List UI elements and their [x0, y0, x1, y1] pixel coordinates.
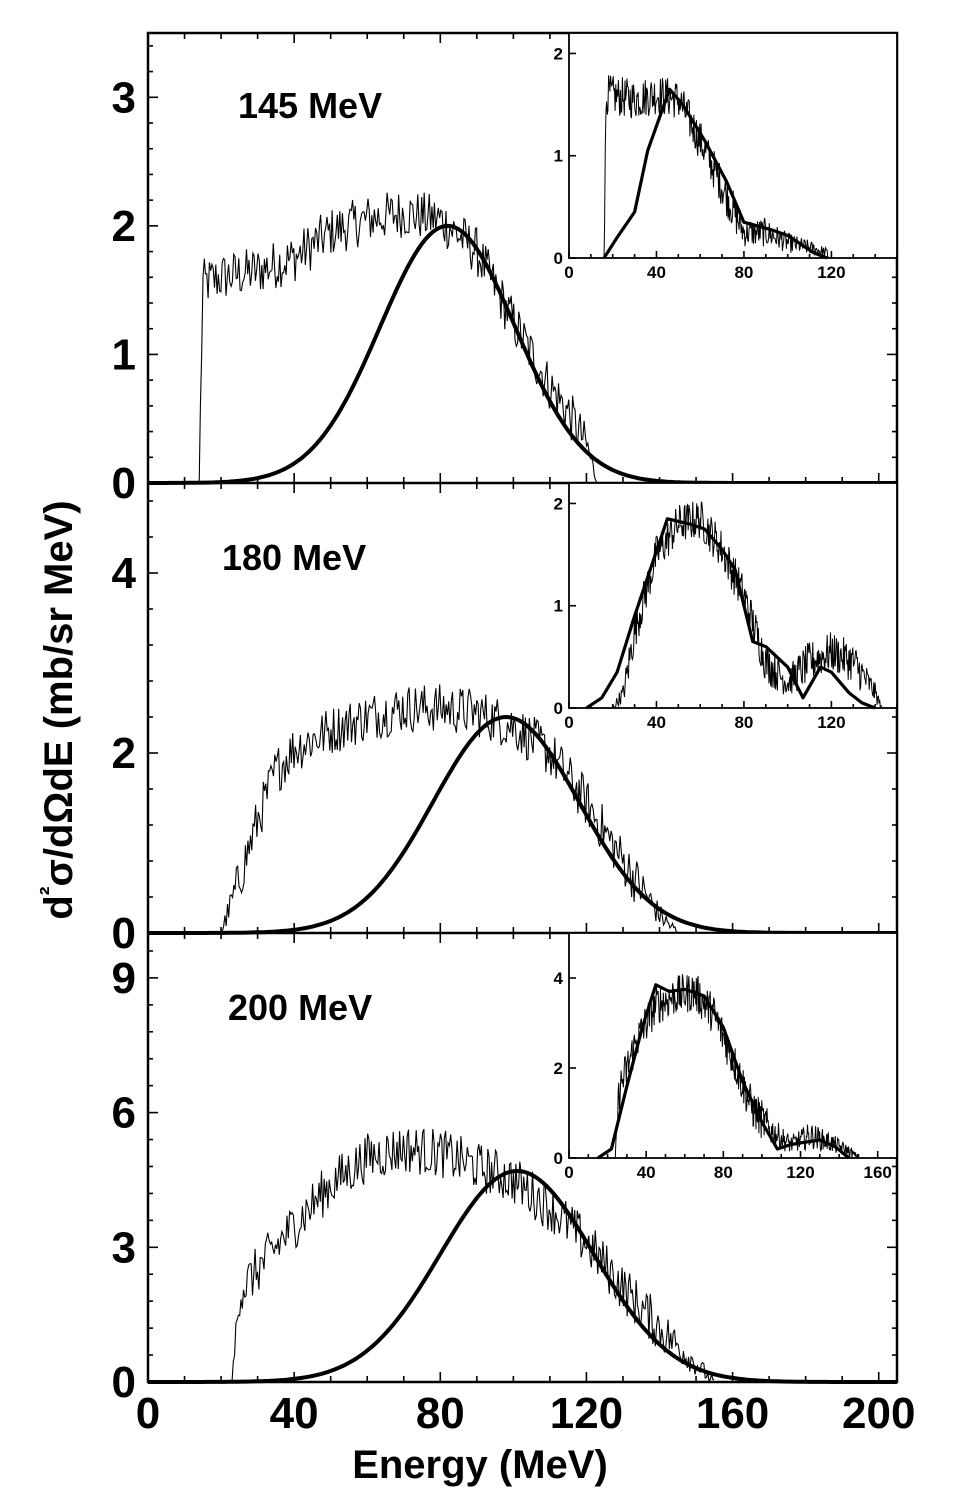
panel-label: 200 MeV [228, 987, 372, 1028]
inset-calculated-curve [602, 87, 828, 260]
x-tick-label: 160 [696, 1389, 769, 1438]
y-tick-label: 1 [112, 330, 136, 379]
y-tick-label: 2 [112, 729, 136, 778]
experimental-curve [198, 192, 598, 484]
x-tick-label: 80 [416, 1389, 465, 1438]
inset-x-tick-label: 0 [564, 1163, 573, 1182]
inset-x-tick-label: 80 [734, 713, 753, 732]
y-tick-label: 6 [112, 1089, 136, 1138]
x-tick-label: 200 [842, 1389, 915, 1438]
inset-x-tick-label: 120 [817, 263, 845, 282]
inset-experimental-curve [614, 974, 859, 1160]
y-tick-label: 9 [112, 954, 136, 1003]
inset-x-tick-label: 0 [564, 713, 573, 732]
experimental-curve [220, 684, 678, 934]
inset-x-tick-label: 0 [564, 263, 573, 282]
y-tick-label: 0 [112, 459, 136, 508]
inset-x-tick-label: 80 [734, 263, 753, 282]
inset-x-tick-label: 40 [637, 1163, 656, 1182]
x-axis-title: Energy (MeV) [352, 1443, 608, 1487]
inset-x-tick-label: 40 [647, 713, 666, 732]
curves-layer [148, 32, 898, 1384]
calculated-curve [148, 223, 897, 485]
inset-y-tick-label: 2 [554, 1059, 563, 1078]
inset-background [569, 33, 897, 258]
y-axis-title: d²σ/dΩdE (mb/sr MeV) [34, 500, 81, 919]
inset-calculated-curve [585, 517, 876, 710]
inset-x-tick-label: 80 [714, 1163, 733, 1182]
inset-x-tick-label: 160 [864, 1163, 892, 1182]
x-tick-label: 120 [550, 1389, 623, 1438]
y-tick-label: 2 [112, 202, 136, 251]
inset-x-tick-label: 40 [647, 263, 666, 282]
inset-y-tick-label: 2 [554, 44, 563, 63]
inset-x-tick-label: 120 [786, 1163, 814, 1182]
y-tick-label: 3 [112, 73, 136, 122]
y-tick-label: 0 [112, 909, 136, 958]
inset-frame [568, 932, 898, 1159]
inset-background [569, 483, 897, 708]
x-tick-label: 0 [136, 1389, 160, 1438]
inset-y-tick-label: 0 [554, 1149, 563, 1168]
inset-y-tick-label: 1 [554, 147, 563, 166]
y-tick-label: 3 [112, 1223, 136, 1272]
panel-label: 145 MeV [238, 85, 382, 126]
y-tick-label: 4 [112, 549, 137, 598]
inset-y-tick-label: 0 [554, 249, 563, 268]
inset-frame [568, 32, 898, 259]
y-tick-label: 0 [112, 1358, 136, 1407]
inset-y-tick-label: 0 [554, 699, 563, 718]
inset-x-tick-label: 120 [817, 713, 845, 732]
inset-y-tick-label: 4 [554, 969, 564, 988]
inset-frame [568, 482, 898, 709]
x-tick-label: 40 [270, 1389, 319, 1438]
inset-y-tick-label: 2 [554, 494, 563, 513]
inset-background [569, 933, 897, 1158]
experimental-curve [231, 1128, 715, 1383]
panel-label: 180 MeV [222, 537, 366, 578]
calculated-curve [148, 1169, 897, 1384]
inset-calculated-curve [597, 983, 850, 1160]
inset-y-tick-label: 1 [554, 597, 563, 616]
